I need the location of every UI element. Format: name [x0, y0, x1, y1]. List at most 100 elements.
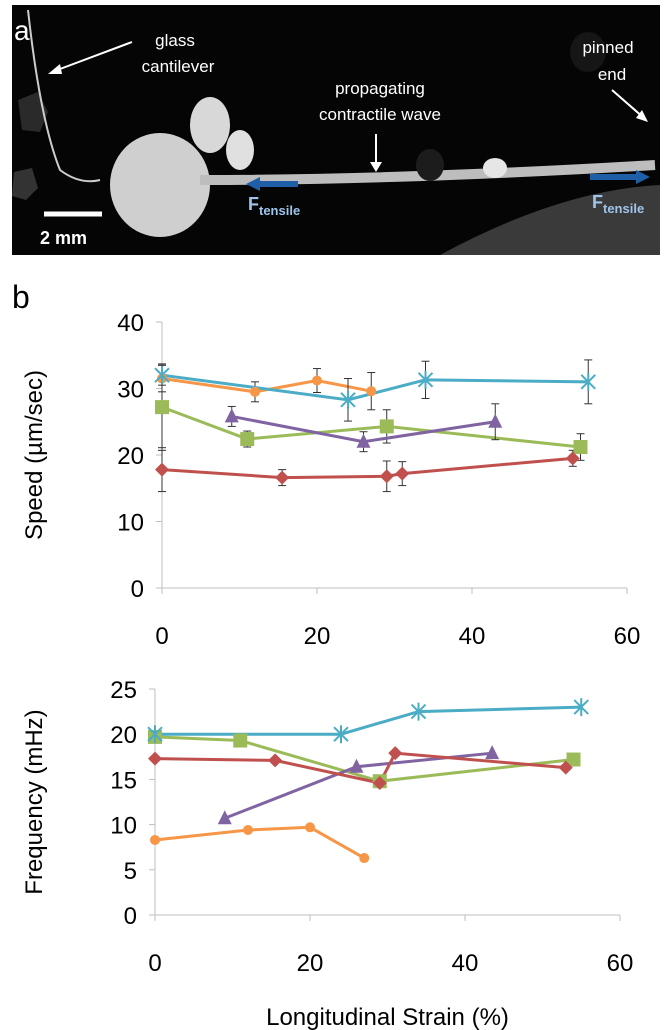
photo: a glass cantilever pinned end propagatin…	[12, 5, 660, 255]
y-tick-label: 40	[117, 310, 144, 337]
annotation: contractile wave	[319, 105, 441, 124]
marker	[379, 469, 394, 484]
annotation: end	[598, 65, 626, 84]
force-main: F	[592, 192, 603, 212]
series-line	[155, 705, 582, 736]
marker	[333, 725, 349, 744]
arrowhead	[636, 170, 650, 184]
marker	[217, 810, 232, 825]
marker	[580, 372, 596, 391]
blob	[570, 32, 606, 72]
y-tick-label: 0	[124, 903, 137, 930]
panel-label: a	[14, 15, 30, 46]
marker	[356, 433, 371, 448]
marker	[395, 466, 410, 481]
x-tick-label: 40	[452, 950, 479, 977]
y-tick-label: 20	[110, 722, 137, 749]
marker	[573, 440, 588, 455]
marker	[566, 752, 581, 767]
marker	[485, 745, 500, 760]
marker	[410, 702, 427, 721]
arrowhead	[246, 177, 260, 191]
annotation: glass	[155, 31, 195, 50]
marker	[148, 751, 162, 766]
arrowhead	[636, 110, 648, 122]
blob	[12, 168, 38, 200]
x-tick-label: 0	[148, 950, 161, 977]
marker	[488, 413, 503, 428]
marker	[312, 375, 322, 386]
tissue-lobe	[190, 97, 230, 153]
x-tick-label: 0	[155, 623, 168, 650]
marker	[147, 725, 163, 744]
marker	[150, 834, 160, 845]
annotation: cantilever	[142, 57, 215, 76]
panel-label: b	[12, 279, 30, 315]
marker	[240, 432, 255, 447]
x-tick-label: 60	[607, 950, 634, 977]
marker	[379, 419, 394, 434]
arrow	[51, 41, 133, 73]
x-axis-title: Longitudinal Strain (%)	[266, 1004, 509, 1030]
series-line	[154, 735, 574, 783]
x-tick-label: 20	[304, 623, 331, 650]
y-axis-title: Frequency (mHz)	[21, 709, 48, 894]
marker	[372, 776, 387, 791]
marker	[224, 408, 239, 423]
marker	[305, 822, 315, 833]
marker	[340, 390, 356, 409]
y-tick-label: 0	[131, 576, 144, 603]
marker	[233, 733, 248, 748]
marker	[573, 698, 589, 717]
y-axis-title: Speed (µm/sec)	[21, 370, 48, 540]
force-label: Ftensile	[248, 194, 300, 218]
marker	[388, 746, 403, 761]
marker	[349, 758, 364, 773]
arrow	[611, 89, 645, 119]
marker	[417, 370, 434, 389]
series-line	[161, 456, 573, 480]
marker	[155, 400, 169, 415]
tissue-knot	[483, 158, 507, 178]
tissue-lobe	[226, 130, 254, 170]
pin-base	[440, 185, 660, 255]
annotation: pinned	[582, 38, 633, 57]
marker	[565, 451, 580, 466]
marker	[154, 366, 170, 385]
arrowhead	[48, 64, 62, 74]
force-sub: tensile	[259, 203, 300, 218]
marker	[275, 470, 290, 485]
y-tick-label: 15	[110, 767, 137, 794]
y-tick-label: 25	[110, 677, 137, 704]
marker	[243, 825, 253, 836]
plot: 0 10 20 30 40 0 20 40 60 Speed (µm/sec)	[21, 310, 640, 650]
marker	[366, 386, 377, 397]
y-tick-label: 5	[124, 858, 137, 885]
cantilever	[27, 9, 101, 183]
blob	[416, 149, 444, 181]
y-tick-label: 20	[117, 443, 144, 470]
series-line	[154, 825, 365, 860]
y-tick-label: 10	[117, 510, 144, 537]
marker	[359, 853, 370, 864]
plot: 0 5 10 15 20 25 0 20 40 60 Frequency (mHz) Longitud…	[21, 677, 633, 1030]
marker	[155, 462, 169, 477]
marker	[250, 386, 260, 397]
y-tick-label: 30	[117, 377, 144, 404]
force-sub: tensile	[603, 201, 644, 216]
force-main: F	[248, 194, 259, 214]
marker	[558, 760, 573, 775]
y-tick-label: 10	[110, 813, 137, 840]
tissue-body	[110, 133, 210, 237]
arrowhead	[370, 162, 382, 172]
x-tick-label: 40	[459, 623, 486, 650]
force-label: Ftensile	[592, 192, 644, 216]
marker	[268, 753, 283, 768]
x-tick-label: 60	[614, 623, 641, 650]
scale-label: 2 mm	[40, 228, 87, 248]
series-line	[161, 377, 372, 394]
x-tick-label: 20	[297, 950, 324, 977]
annotation: propagating	[335, 79, 425, 98]
